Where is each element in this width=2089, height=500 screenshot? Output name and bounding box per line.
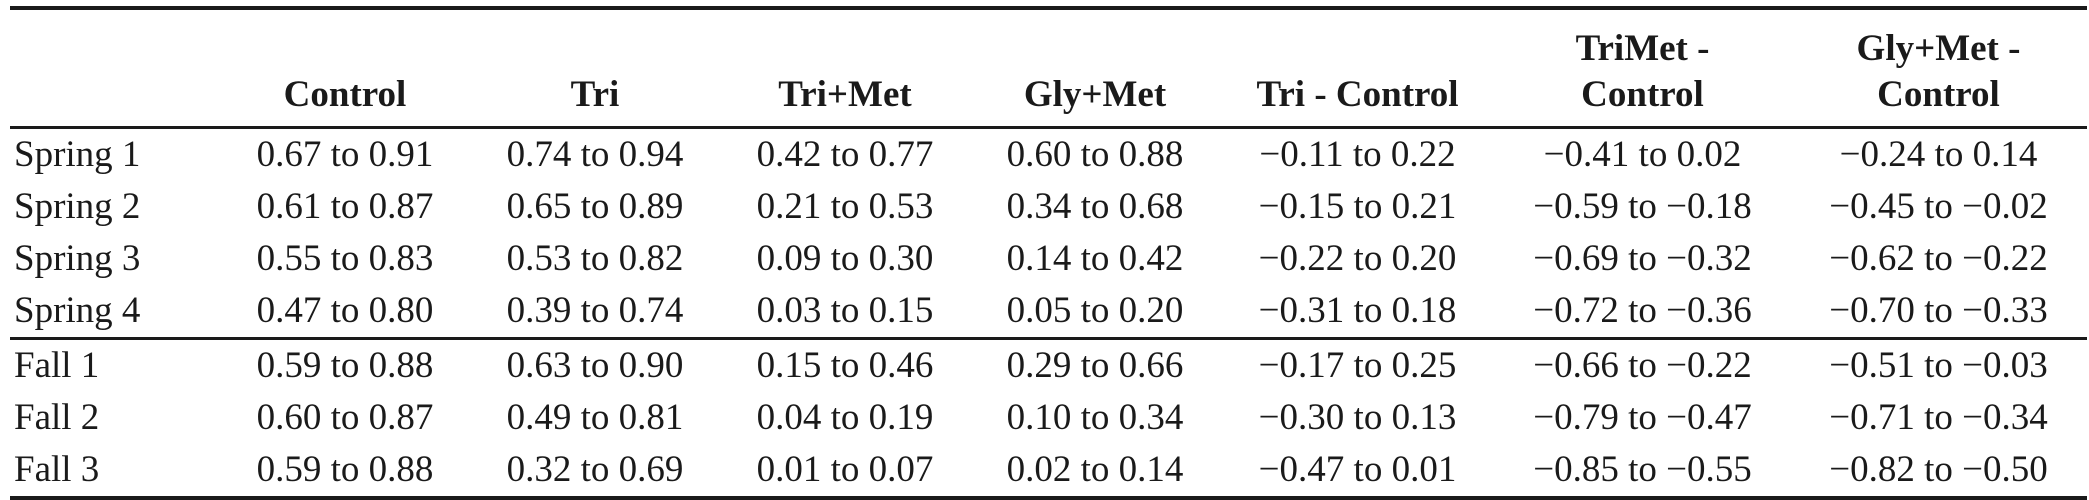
cell-gly-met: 0.02 to 0.14 <box>970 444 1220 500</box>
cell-trimet-minus-control: −0.41 to 0.02 <box>1543 134 1742 175</box>
cell-trimet-minus-control: −0.85 to −0.55 <box>1495 444 1790 500</box>
cell-tri: 0.74 to 0.94 <box>506 134 684 175</box>
header-cell-tri-minus-control: Tri - Control <box>1220 6 1495 129</box>
cell-tri-met: 0.03 to 0.15 <box>720 285 970 340</box>
table-row: Fall 2 0.60 to 0.87 0.49 to 0.81 0.04 to 0.… <box>10 392 2087 444</box>
cell-gly-met-minus-control: −0.71 to −0.34 <box>1829 397 2048 438</box>
table-row: Spring 1 0.67 to 0.91 0.74 to 0.94 0.42 to … <box>10 128 2087 182</box>
cell-tri: 0.63 to 0.90 <box>506 345 684 386</box>
header-cell-gly-met-minus-control: Gly+Met - Control <box>1790 6 2087 129</box>
cell-control: 0.55 to 0.83 <box>256 238 434 279</box>
row-label: Spring 2 <box>14 186 141 227</box>
cell-gly-met: 0.10 to 0.34 <box>1006 397 1184 438</box>
cell-gly-met-minus-control: −0.45 to −0.02 <box>1829 186 2048 227</box>
cell-tri: 0.49 to 0.81 <box>506 397 684 438</box>
cell-trimet-minus-control: −0.79 to −0.47 <box>1533 397 1752 438</box>
cell-tri-minus-control: −0.30 to 0.13 <box>1258 397 1457 438</box>
cell-trimet-minus-control: −0.66 to −0.22 <box>1533 345 1752 386</box>
cell-gly-met-minus-control: −0.70 to −0.33 <box>1790 285 2087 340</box>
cell-tri-minus-control: −0.11 to 0.22 <box>1259 134 1456 175</box>
table-row: Fall 3 0.59 to 0.88 0.32 to 0.69 0.01 to 0.… <box>10 444 2087 500</box>
table-header: Control Tri Tri+Met Gly+Met Tri - Contro… <box>10 6 2087 129</box>
cell-control: 0.61 to 0.87 <box>256 186 434 227</box>
cell-gly-met: 0.29 to 0.66 <box>1006 345 1184 386</box>
cell-control: 0.59 to 0.88 <box>220 444 470 500</box>
cell-tri-minus-control: −0.22 to 0.20 <box>1258 238 1457 279</box>
row-label: Fall 1 <box>14 345 100 386</box>
cell-tri: 0.39 to 0.74 <box>470 285 720 340</box>
header-line: Control <box>1581 74 1704 115</box>
table-row: Spring 2 0.61 to 0.87 0.65 to 0.89 0.21 to … <box>10 181 2087 233</box>
cell-control: 0.67 to 0.91 <box>256 134 434 175</box>
header-line: TriMet - <box>1575 28 1710 69</box>
cell-tri-met: 0.42 to 0.77 <box>756 134 934 175</box>
cell-tri: 0.53 to 0.82 <box>506 238 684 279</box>
header-line: Control <box>1877 74 2000 115</box>
cell-tri-minus-control: −0.15 to 0.21 <box>1258 186 1457 227</box>
row-label: Spring 1 <box>14 134 141 175</box>
cell-tri-minus-control: −0.31 to 0.18 <box>1220 285 1495 340</box>
cell-tri-met: 0.15 to 0.46 <box>756 345 934 386</box>
cell-control: 0.59 to 0.88 <box>256 345 434 386</box>
results-table: Control Tri Tri+Met Gly+Met Tri - Contro… <box>10 6 2087 500</box>
table-row: Fall 1 0.59 to 0.88 0.63 to 0.90 0.15 to 0.… <box>10 339 2087 393</box>
header-cell-control: Control <box>220 6 470 129</box>
cell-tri-met: 0.04 to 0.19 <box>756 397 934 438</box>
cell-gly-met-minus-control: −0.51 to −0.03 <box>1829 345 2048 386</box>
cell-tri: 0.32 to 0.69 <box>470 444 720 500</box>
table-row: Spring 4 0.47 to 0.80 0.39 to 0.74 0.03 to … <box>10 285 2087 340</box>
cell-trimet-minus-control: −0.59 to −0.18 <box>1533 186 1752 227</box>
row-label: Fall 2 <box>14 397 100 438</box>
cell-tri-met: 0.21 to 0.53 <box>756 186 934 227</box>
header-cell-trimet-minus-control: TriMet - Control <box>1495 6 1790 129</box>
cell-gly-met: 0.60 to 0.88 <box>1006 134 1184 175</box>
row-label: Fall 3 <box>10 444 220 500</box>
cell-gly-met-minus-control: −0.82 to −0.50 <box>1790 444 2087 500</box>
header-cell-empty <box>10 6 220 129</box>
cell-gly-met-minus-control: −0.62 to −0.22 <box>1829 238 2048 279</box>
cell-gly-met-minus-control: −0.24 to 0.14 <box>1839 134 2038 175</box>
cell-tri: 0.65 to 0.89 <box>506 186 684 227</box>
header-line: Gly+Met - <box>1856 28 2021 69</box>
row-label: Spring 3 <box>14 238 141 279</box>
header-row: Control Tri Tri+Met Gly+Met Tri - Contro… <box>10 6 2087 129</box>
row-label: Spring 4 <box>10 285 220 340</box>
header-cell-gly-met: Gly+Met <box>970 6 1220 129</box>
cell-tri-minus-control: −0.47 to 0.01 <box>1220 444 1495 500</box>
cell-control: 0.47 to 0.80 <box>220 285 470 340</box>
cell-gly-met: 0.14 to 0.42 <box>1006 238 1184 279</box>
cell-tri-met: 0.01 to 0.07 <box>720 444 970 500</box>
header-cell-tri: Tri <box>470 6 720 129</box>
cell-control: 0.60 to 0.87 <box>256 397 434 438</box>
cell-trimet-minus-control: −0.69 to −0.32 <box>1533 238 1752 279</box>
cell-tri-minus-control: −0.17 to 0.25 <box>1258 345 1457 386</box>
table-body: Spring 1 0.67 to 0.91 0.74 to 0.94 0.42 to … <box>10 128 2087 500</box>
header-cell-tri-met: Tri+Met <box>720 6 970 129</box>
cell-gly-met: 0.05 to 0.20 <box>970 285 1220 340</box>
table-row: Spring 3 0.55 to 0.83 0.53 to 0.82 0.09 to … <box>10 233 2087 285</box>
results-table-container: Control Tri Tri+Met Gly+Met Tri - Contro… <box>10 6 2087 500</box>
cell-tri-met: 0.09 to 0.30 <box>756 238 934 279</box>
cell-gly-met: 0.34 to 0.68 <box>1006 186 1184 227</box>
cell-trimet-minus-control: −0.72 to −0.36 <box>1495 285 1790 340</box>
